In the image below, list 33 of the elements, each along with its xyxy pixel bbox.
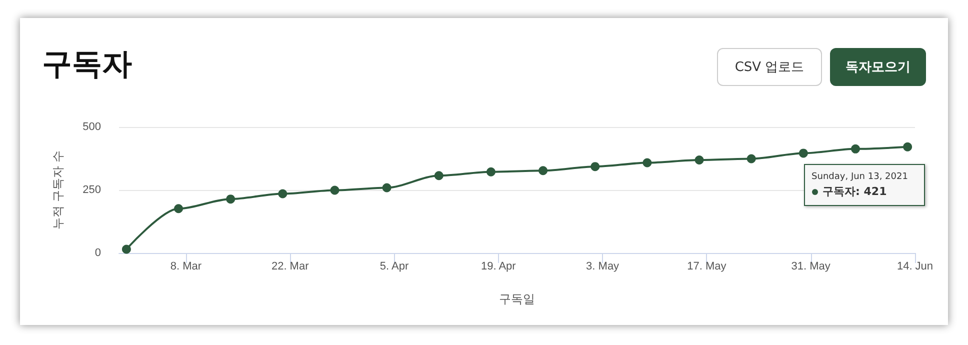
point bbox=[330, 186, 340, 195]
y-tick-label: 250 bbox=[82, 184, 101, 196]
x-tick-label: 14. Jun bbox=[896, 260, 934, 272]
x-tick-label: 17. May bbox=[687, 260, 727, 272]
point bbox=[642, 158, 652, 168]
point bbox=[694, 156, 704, 165]
point bbox=[226, 194, 236, 204]
point bbox=[850, 144, 860, 154]
y-tick-label: 500 bbox=[82, 121, 101, 133]
point bbox=[486, 167, 496, 176]
x-tick-label: 5. Apr bbox=[380, 260, 409, 272]
x-tick-label: 8. Mar bbox=[170, 260, 202, 272]
text: 독자모으기 bbox=[830, 48, 926, 86]
point bbox=[174, 204, 184, 214]
annotation: Sunday, Jun 13, 2021 구독자: 421 bbox=[812, 172, 908, 200]
point bbox=[434, 171, 444, 180]
point bbox=[382, 183, 392, 192]
x-tick-label: 3. May bbox=[586, 260, 620, 272]
point bbox=[746, 154, 756, 164]
text: CSV 업로드 bbox=[717, 48, 822, 86]
point bbox=[122, 244, 131, 254]
x-axis-title: 구독일 bbox=[499, 292, 535, 306]
y-axis-title: 누적 구독자 수 bbox=[51, 150, 65, 230]
point bbox=[278, 189, 288, 198]
x-tick-label: 22. Mar bbox=[271, 260, 310, 272]
point bbox=[798, 148, 808, 158]
chart-title: 구독자 bbox=[42, 46, 132, 84]
x-tick-label: 19. Apr bbox=[480, 260, 516, 272]
point bbox=[538, 166, 548, 176]
y-tick-label: 0 bbox=[94, 247, 101, 259]
x-tick-label: 31. May bbox=[791, 260, 831, 272]
point bbox=[903, 142, 912, 152]
point bbox=[590, 162, 600, 172]
